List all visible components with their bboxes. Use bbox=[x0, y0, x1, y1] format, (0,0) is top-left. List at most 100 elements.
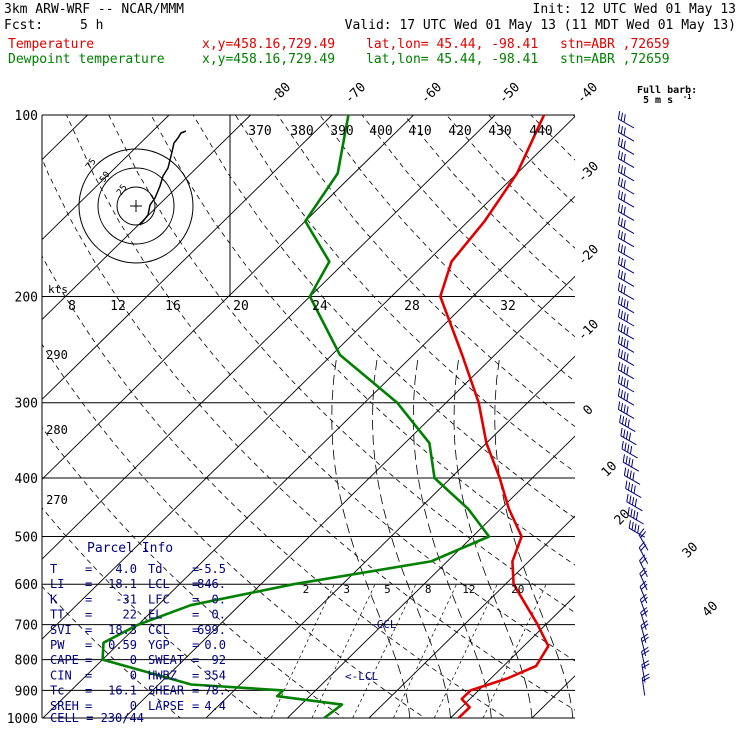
wind-barb-feather bbox=[617, 150, 621, 159]
pressure-tick-label: 800 bbox=[15, 654, 38, 669]
parcel-value: 22 bbox=[123, 608, 137, 622]
mixing-ratio-line bbox=[433, 584, 498, 718]
isotherm-line bbox=[0, 115, 6, 718]
wind-barb bbox=[617, 137, 635, 155]
wind-barb-feather bbox=[631, 497, 635, 506]
parcel-equals: = bbox=[192, 562, 199, 576]
wind-barb-feather bbox=[623, 167, 626, 176]
isotherm-label: -20 bbox=[575, 242, 602, 269]
parcel-equals: = bbox=[85, 577, 92, 591]
dry-adiabat-line bbox=[192, 115, 575, 519]
wind-barb-feather bbox=[620, 363, 623, 372]
wind-barb bbox=[617, 388, 635, 406]
wind-barb-feather bbox=[622, 454, 625, 463]
wind-barb-staff bbox=[618, 237, 635, 248]
hodograph-ring bbox=[116, 186, 156, 226]
dewpoint-legend: Dewpoint temperature bbox=[8, 52, 165, 67]
isotherm-line bbox=[531, 675, 575, 718]
wind-barb-feather bbox=[617, 295, 621, 304]
speed-tick-label: 32 bbox=[500, 299, 516, 314]
theta-label: 380 bbox=[290, 124, 313, 139]
wind-barb-feather bbox=[617, 375, 621, 384]
wind-barb bbox=[617, 361, 635, 380]
dry-adiabat-line bbox=[42, 255, 508, 718]
wind-barb-feather bbox=[623, 153, 626, 162]
wind-barb-feather bbox=[641, 623, 649, 630]
wind-barb-feather bbox=[639, 567, 646, 574]
valid-time: Valid: 17 UTC Wed 01 May 13 (11 MDT Wed … bbox=[344, 18, 736, 33]
wind-barb-feather bbox=[625, 455, 628, 464]
speed-tick-label: 20 bbox=[233, 299, 249, 314]
wind-barb-feather bbox=[617, 216, 621, 225]
isotherm-label: -40 bbox=[574, 80, 601, 107]
wind-barb bbox=[617, 269, 635, 287]
theta-label: 430 bbox=[488, 124, 511, 139]
dry-adiabat-line bbox=[66, 115, 575, 662]
wind-barb-feather bbox=[640, 633, 649, 639]
wind-barb-feather bbox=[637, 525, 640, 534]
wind-barb-feather bbox=[620, 271, 623, 280]
wind-barb-feather bbox=[623, 193, 626, 202]
wind-barb bbox=[617, 256, 635, 274]
wind-barb bbox=[617, 216, 635, 235]
wind-barb-feather bbox=[623, 312, 626, 321]
forecast-label: Fcst: bbox=[4, 18, 44, 33]
pressure-tick-label: 900 bbox=[15, 684, 38, 699]
isotherm-label: 30 bbox=[680, 540, 702, 562]
pressure-tick-label: 100 bbox=[15, 109, 38, 124]
wind-barb bbox=[617, 243, 635, 261]
parcel-value: 0. bbox=[212, 592, 226, 606]
wind-barb-staff bbox=[618, 395, 635, 406]
wind-barb-feather bbox=[638, 528, 645, 536]
dry-adiabat-line bbox=[530, 115, 575, 161]
parcel-key: CIN bbox=[50, 668, 72, 682]
pressure-tick-label: 200 bbox=[15, 291, 38, 306]
wind-barb-feather bbox=[623, 246, 626, 255]
speed-tick-label: 28 bbox=[404, 299, 420, 314]
wind-barb bbox=[627, 507, 644, 525]
wind-barb-feather bbox=[638, 541, 645, 549]
isotherm-line bbox=[42, 115, 170, 241]
dry-adiabat-line bbox=[658, 115, 740, 731]
wind-barb bbox=[617, 111, 635, 129]
speed-tick-label: 8 bbox=[68, 299, 76, 314]
wind-barb bbox=[641, 673, 650, 696]
wind-barb bbox=[617, 335, 635, 353]
wind-barb bbox=[639, 554, 648, 578]
wind-barb-staff bbox=[618, 263, 635, 274]
isotherm-label: -30 bbox=[575, 159, 602, 186]
wind-barb-feather bbox=[623, 351, 626, 360]
wind-barb-feather bbox=[617, 348, 621, 357]
wind-barb-feather bbox=[617, 137, 621, 146]
wind-barb bbox=[617, 124, 635, 142]
wind-barb-feather bbox=[634, 523, 637, 532]
parcel-equals: = bbox=[85, 684, 92, 698]
mixing-ratio-label: 2 bbox=[303, 583, 310, 596]
mixing-ratio-line bbox=[311, 584, 376, 718]
wind-barb-feather bbox=[630, 508, 633, 517]
isotherm-line bbox=[368, 515, 575, 718]
wind-barb-feather bbox=[620, 231, 623, 240]
parcel-equals: = bbox=[192, 592, 199, 606]
wind-barb-feather bbox=[620, 218, 623, 227]
isotherm-label: 10 bbox=[599, 459, 621, 481]
dry-adiabat-line bbox=[42, 343, 426, 718]
wind-barb-staff bbox=[618, 342, 635, 353]
isotherm-line bbox=[42, 115, 496, 560]
wind-barb-feather bbox=[620, 403, 623, 412]
wind-barb-feather bbox=[640, 620, 648, 626]
wind-barb-feather bbox=[623, 127, 626, 136]
wind-barb-feather bbox=[620, 125, 623, 134]
temperature-trace bbox=[439, 114, 550, 719]
wind-barb-feather bbox=[617, 388, 621, 397]
wind-barb-feather bbox=[623, 325, 626, 334]
speed-tick-label: 16 bbox=[165, 299, 181, 314]
wind-barb-feather bbox=[623, 233, 626, 242]
wind-barb bbox=[639, 567, 648, 591]
wind-barb-feather bbox=[624, 442, 627, 451]
hodograph-ring bbox=[78, 148, 194, 264]
isotherm-line bbox=[287, 435, 575, 718]
wind-barb bbox=[617, 163, 635, 182]
wind-barb-feather bbox=[623, 180, 626, 189]
